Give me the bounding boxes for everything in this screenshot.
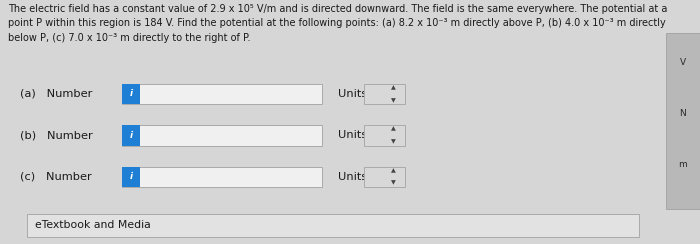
- Text: i: i: [130, 173, 133, 181]
- Text: (b)   Number: (b) Number: [20, 131, 92, 140]
- FancyBboxPatch shape: [364, 125, 405, 146]
- Text: ▼: ▼: [391, 98, 395, 103]
- Text: Units: Units: [338, 131, 368, 140]
- Text: (a)   Number: (a) Number: [20, 89, 92, 99]
- Text: V: V: [680, 58, 686, 67]
- FancyBboxPatch shape: [364, 83, 405, 104]
- Text: (c)   Number: (c) Number: [20, 172, 91, 182]
- Text: ▲: ▲: [391, 85, 395, 90]
- Text: ▼: ▼: [391, 139, 395, 144]
- Text: Units: Units: [338, 172, 368, 182]
- FancyBboxPatch shape: [122, 125, 322, 146]
- Text: ▲: ▲: [391, 127, 395, 132]
- FancyBboxPatch shape: [364, 166, 405, 187]
- Text: N: N: [680, 109, 686, 118]
- Text: point P within this region is 184 V. Find the potential at the following points:: point P within this region is 184 V. Fin…: [8, 18, 666, 28]
- FancyBboxPatch shape: [122, 83, 140, 104]
- Text: The electric field has a constant value of 2.9 x 10⁵ V/m and is directed downwar: The electric field has a constant value …: [8, 4, 668, 14]
- Text: m: m: [678, 160, 687, 169]
- Text: i: i: [130, 90, 133, 98]
- Text: eTextbook and Media: eTextbook and Media: [35, 220, 150, 230]
- FancyBboxPatch shape: [122, 166, 140, 187]
- Text: i: i: [130, 131, 133, 140]
- FancyBboxPatch shape: [122, 125, 140, 146]
- Text: Units: Units: [338, 89, 368, 99]
- Text: ▲: ▲: [391, 168, 395, 173]
- FancyBboxPatch shape: [27, 214, 639, 237]
- FancyBboxPatch shape: [122, 83, 322, 104]
- Text: below P, (c) 7.0 x 10⁻³ m directly to the right of P.: below P, (c) 7.0 x 10⁻³ m directly to th…: [8, 33, 251, 43]
- FancyBboxPatch shape: [122, 166, 322, 187]
- Text: ▼: ▼: [391, 181, 395, 186]
- FancyBboxPatch shape: [666, 33, 700, 209]
